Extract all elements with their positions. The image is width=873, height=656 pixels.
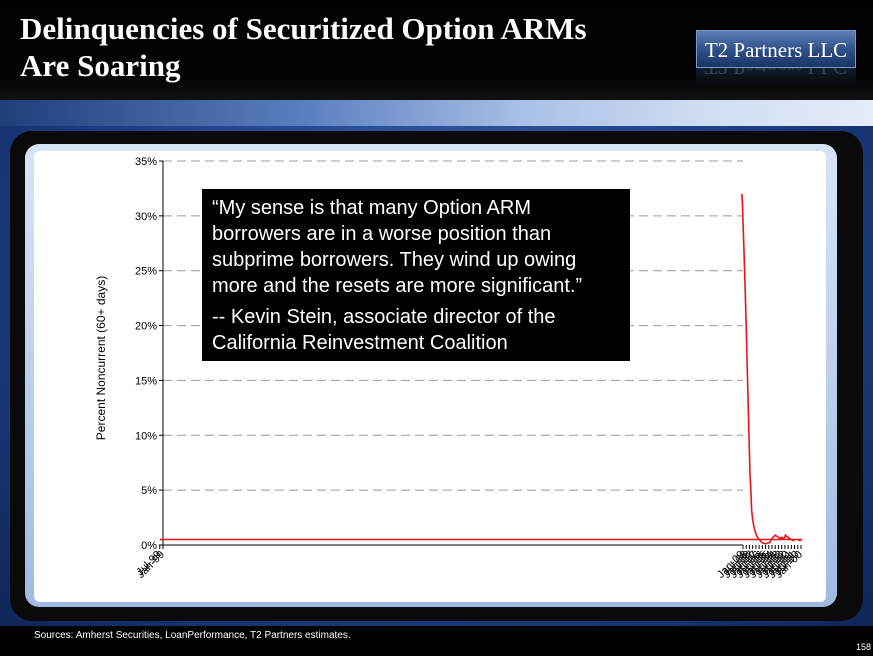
series-line <box>159 193 803 545</box>
logo-badge: T2 Partners LLC <box>696 30 856 68</box>
quote-text: “My sense is that many Option ARM borrow… <box>212 197 583 297</box>
y-tick-label: 10% <box>135 430 157 442</box>
title-line-1: Delinquencies of Securitized Option ARMs <box>20 11 587 46</box>
y-axis-label: Percent Noncurrent (60+ days) <box>94 276 108 440</box>
y-tick-label: 0% <box>141 540 157 552</box>
y-tick-label: 5% <box>141 485 157 497</box>
quote-box: “My sense is that many Option ARM borrow… <box>202 189 630 361</box>
source-note: Sources: Amherst Securities, LoanPerform… <box>34 630 351 641</box>
title-line-2: Are Soaring <box>20 48 181 83</box>
logo: T2 Partners LLC T2 Partners LLC <box>696 30 856 86</box>
y-tick-label: 20% <box>135 321 157 333</box>
page-number: 158 <box>855 642 871 652</box>
y-tick-label: 25% <box>135 266 157 278</box>
quote-attribution: -- Kevin Stein, associate director of th… <box>212 306 556 354</box>
y-tick-label: 30% <box>135 211 157 223</box>
header-gradient-band <box>0 100 873 126</box>
axes <box>162 161 743 546</box>
footer <box>0 626 873 656</box>
gridlines <box>163 160 743 491</box>
slide-header: Delinquencies of Securitized Option ARMs… <box>0 0 873 100</box>
y-tick-label: 35% <box>135 156 157 168</box>
logo-reflection: T2 Partners LLC <box>696 68 856 86</box>
slide-title: Delinquencies of Securitized Option ARMs… <box>20 10 680 84</box>
y-axis-ticks: 0% 5% 10% 15% 20% 25% 30% 35% <box>135 156 163 552</box>
y-tick-label: 15% <box>135 375 157 387</box>
